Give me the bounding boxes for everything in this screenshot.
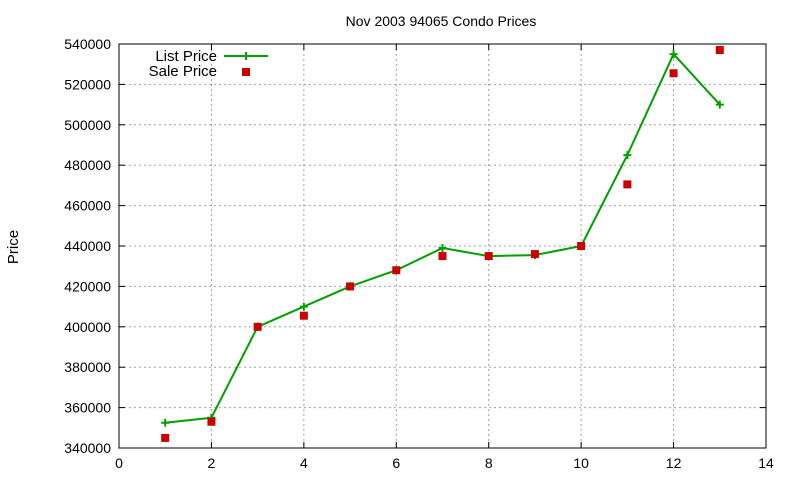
data-point-list-price [623, 151, 632, 160]
data-point-list-price [161, 418, 170, 427]
y-tick-label: 380000 [64, 359, 111, 375]
data-point-sale-price [715, 46, 724, 55]
data-point-sale-price [438, 252, 447, 261]
y-tick-label: 440000 [64, 238, 111, 254]
chart-title: Nov 2003 94065 Condo Prices [346, 13, 537, 29]
data-point-sale-price [530, 250, 539, 259]
y-tick-label: 500000 [64, 117, 111, 133]
data-point-sale-price [207, 417, 216, 426]
data-point-sale-price [253, 322, 262, 331]
series-layer [161, 46, 724, 442]
legend-marker-sale-price [242, 68, 250, 76]
ticks: 0 2 4 6 8 10 12 14 340000 360000 380000 400000 42000… [64, 36, 774, 471]
x-tick-label: 4 [300, 455, 308, 471]
y-tick-label: 460000 [64, 198, 111, 214]
legend-label-sale-price: Sale Price [149, 63, 217, 80]
y-tick-label: 420000 [64, 278, 111, 294]
x-tick-label: 0 [115, 455, 123, 471]
y-tick-label: 340000 [64, 440, 111, 456]
data-point-list-price [715, 100, 724, 109]
data-point-sale-price [484, 252, 493, 261]
x-tick-label: 6 [392, 455, 400, 471]
data-point-sale-price [669, 69, 678, 78]
data-point-sale-price [392, 266, 401, 275]
grid [119, 44, 766, 448]
x-tick-label: 14 [758, 455, 774, 471]
y-tick-label: 520000 [64, 76, 111, 92]
x-tick-label: 8 [485, 455, 493, 471]
data-point-list-price [669, 50, 678, 59]
legend: List Price Sale Price [149, 48, 268, 80]
data-point-sale-price [623, 180, 632, 189]
y-tick-label: 540000 [64, 36, 111, 52]
data-point-sale-price [161, 433, 170, 442]
data-point-sale-price [577, 242, 586, 250]
data-point-list-price [299, 302, 308, 311]
legend-marker-list-price [242, 52, 250, 60]
data-point-list-price [438, 244, 447, 253]
y-tick-label: 400000 [64, 319, 111, 335]
x-tick-label: 12 [666, 455, 682, 471]
x-tick-label: 10 [573, 455, 589, 471]
y-axis-label: Price [5, 230, 22, 264]
x-tick-label: 2 [208, 455, 216, 471]
y-tick-label: 480000 [64, 157, 111, 173]
data-point-sale-price [346, 282, 355, 291]
y-tick-label: 360000 [64, 400, 111, 416]
legend-label-list-price: List Price [155, 48, 217, 65]
series-line-list-price [165, 53, 721, 424]
data-point-sale-price [299, 311, 308, 320]
